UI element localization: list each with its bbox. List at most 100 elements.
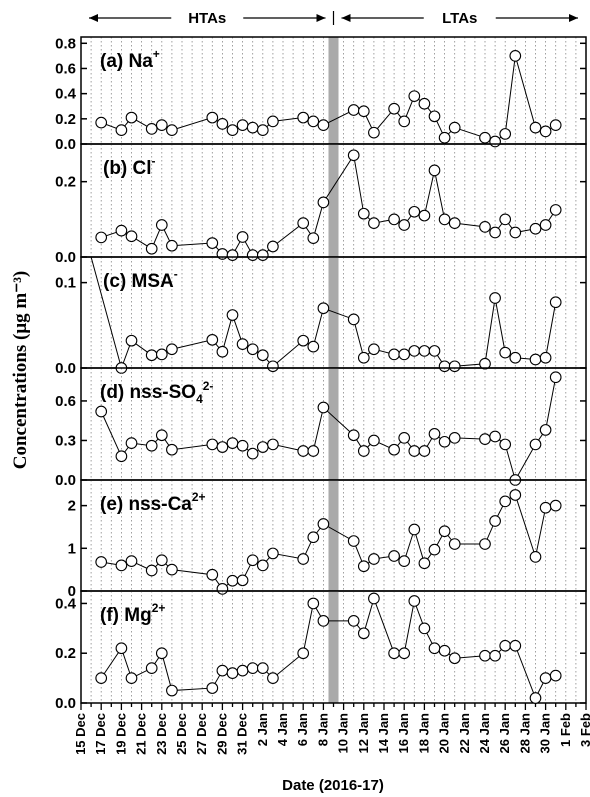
data-point (206, 568, 219, 581)
data-point (428, 428, 441, 440)
data-point (398, 647, 411, 660)
data-point (438, 131, 451, 144)
data-point (539, 219, 552, 231)
x-tick-label: 2 Jan (255, 713, 270, 746)
x-axis-label: Date (2016-17) (282, 777, 384, 794)
data-point (549, 296, 562, 309)
x-tick-label: 1 Feb (558, 713, 573, 747)
data-point (448, 538, 461, 550)
arrow-head (89, 14, 98, 22)
data-point (236, 231, 249, 243)
data-point (347, 104, 360, 116)
separator-band (328, 37, 339, 144)
data-point (267, 240, 279, 253)
separator-band (328, 591, 339, 703)
x-tick-label: 15 Dec (73, 713, 88, 755)
x-tick-label: 31 Dec (235, 713, 250, 755)
data-point (438, 525, 451, 538)
data-point (398, 431, 411, 444)
data-point (448, 652, 461, 665)
data-point (155, 647, 168, 660)
data-point (317, 518, 330, 530)
y-tick-label: 0.8 (55, 35, 76, 52)
data-point (418, 97, 431, 110)
panel-1: 0.0 0.2 0.4 0.6 0.8 (a) Na+ (55, 35, 587, 153)
data-point (347, 313, 360, 326)
data-point (317, 196, 330, 209)
data-point (479, 433, 491, 446)
data-point (529, 121, 542, 134)
data-point (549, 499, 562, 512)
data-point (499, 213, 512, 226)
data-point (499, 128, 512, 140)
data-point (317, 302, 330, 315)
data-point (166, 343, 178, 356)
arrow-head (316, 14, 326, 22)
data-point (145, 662, 158, 675)
data-point (166, 239, 178, 252)
data-point (388, 213, 400, 226)
data-point (438, 213, 451, 226)
data-point (206, 438, 219, 451)
data-point (539, 125, 552, 138)
data-point (509, 489, 522, 501)
data-point (155, 429, 168, 442)
data-point (418, 622, 431, 635)
data-point (479, 221, 491, 233)
x-tick-label: 25 Dec (174, 713, 189, 755)
data-point (479, 538, 491, 550)
data-point (529, 353, 542, 366)
data-point (236, 119, 249, 131)
data-point (145, 564, 158, 577)
data-point (539, 501, 552, 514)
data-point (448, 431, 461, 444)
data-point (125, 437, 138, 449)
data-point (539, 351, 552, 364)
y-tick-label: 0.2 (55, 111, 76, 128)
data-point (549, 119, 562, 131)
x-tick-label: 26 Jan (497, 713, 512, 754)
data-point (246, 121, 259, 134)
y-tick-label: 0.0 (55, 695, 76, 712)
data-point (226, 309, 239, 321)
data-point (145, 439, 158, 452)
data-point (216, 583, 229, 595)
data-point (357, 351, 370, 364)
data-point (509, 50, 522, 62)
y-tick-label: 0.4 (55, 595, 77, 612)
data-point (307, 232, 320, 245)
data-point (206, 333, 219, 346)
data-point (216, 345, 229, 358)
x-tick-label: 19 Dec (113, 713, 128, 755)
period-label: HTAs (188, 10, 226, 27)
x-tick-label: 4 Jan (275, 713, 290, 746)
data-point (368, 592, 380, 605)
data-point (347, 535, 360, 547)
data-point (489, 515, 501, 527)
data-point (95, 231, 108, 244)
data-point (95, 405, 108, 418)
separator-band (328, 144, 339, 257)
data-point (509, 226, 522, 239)
data-point (226, 574, 239, 587)
data-point (539, 424, 552, 436)
x-tick-label: 27 Dec (194, 713, 209, 755)
data-point (246, 249, 259, 261)
x-tick-label: 22 Jan (457, 713, 472, 754)
data-point (226, 437, 239, 449)
data-point (489, 430, 501, 443)
data-point (125, 111, 138, 124)
panel-label: (a) Na+ (100, 47, 160, 72)
data-point (307, 115, 320, 128)
data-point (499, 495, 512, 508)
data-point (438, 360, 451, 373)
x-axis: 15 Dec 17 Dec 19 Dec 21 Dec 23 Dec 25 Dec 27 D… (73, 703, 590, 755)
data-point (448, 360, 461, 373)
data-point (226, 124, 239, 137)
y-axis-label: Concentrations (μg m⁻³) (10, 271, 31, 470)
data-point (297, 647, 310, 660)
data-point (166, 443, 178, 456)
data-point (256, 349, 269, 362)
data-point (145, 349, 158, 362)
